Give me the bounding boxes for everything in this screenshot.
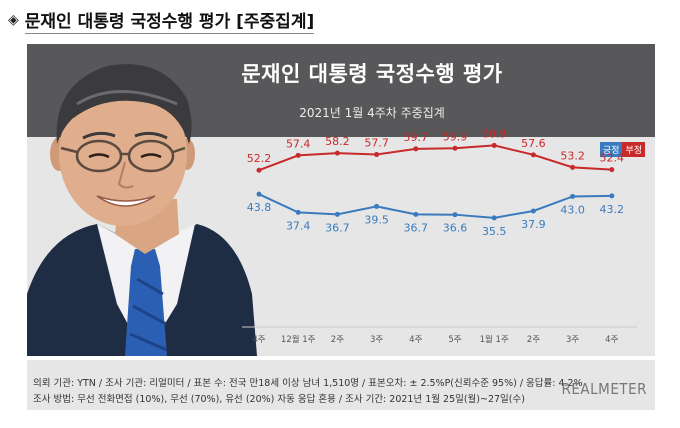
brand-logo: REALMETER [561,380,647,398]
data-label: 53.2 [560,149,585,162]
data-label: 58.2 [325,135,350,148]
x-tick-label: 12월 1주 [281,334,316,345]
portrait-tie [125,249,167,356]
x-tick-label: 1월 1주 [480,334,509,345]
data-point [570,193,576,199]
x-tick-label: 2주 [331,335,344,345]
data-point [530,208,536,214]
data-point [295,209,301,215]
diamond-bullet-icon: ◈ [8,12,19,28]
data-label: 36.6 [443,222,468,235]
data-point [334,150,340,156]
data-label: 35.5 [482,225,507,238]
data-label: 43.8 [247,201,272,214]
x-tick-label: 5주 [448,335,461,345]
series-line-negative [258,144,612,172]
portrait-hair [56,64,192,144]
legend-positive: 긍정 [599,142,623,157]
data-label: 57.4 [286,137,311,150]
data-point [491,142,497,148]
page-heading: ◈ 문재인 대통령 국정수행 평가 [주중집계] [8,6,315,34]
x-tick-label: 4주 [605,335,618,345]
data-point [413,146,419,152]
x-tick-label: 4주 [252,335,265,345]
footer: 의뢰 기관: YTN / 조사 기관: 리얼미터 / 표본 수: 전국 만18세… [27,360,655,410]
data-point [256,191,262,197]
data-point [491,215,497,221]
data-point [530,152,536,158]
data-label: 36.7 [404,221,429,234]
chart-subtitle: 2021년 1월 4주차 주중집계 [299,106,445,120]
data-label: 52.4 [600,152,625,165]
data-label: 60.9 [482,127,507,140]
x-tick-label: 3주 [370,335,383,345]
data-point [256,167,262,173]
x-tick-label: 3주 [566,335,579,345]
survey-info-line-1: 의뢰 기관: YTN / 조사 기관: 리얼미터 / 표본 수: 전국 만18세… [33,378,583,389]
data-point [609,167,615,173]
president-portrait [27,64,257,356]
survey-info-line-2: 조사 방법: 무선 전화면접 (10%), 무선 (70%), 유선 (20%)… [33,394,525,405]
data-label: 37.4 [286,219,311,232]
data-point [452,145,458,151]
data-point [609,193,615,199]
data-point [295,152,301,158]
x-tick-label: 4주 [409,335,422,345]
x-tick-label: 2주 [527,335,540,345]
data-label: 59.9 [443,130,468,143]
data-label: 43.2 [600,203,625,216]
chart-legend: 긍정 부정 [599,142,645,157]
data-label: 52.2 [247,152,272,165]
data-point [374,203,380,209]
data-point [374,152,380,158]
series-line-positive [258,193,612,219]
data-label: 37.9 [521,218,546,231]
data-label: 39.5 [364,213,389,226]
data-point [570,164,576,170]
data-label: 36.7 [325,221,350,234]
chart-title: 문재인 대통령 국정수행 평가 [241,62,503,86]
legend-negative: 부정 [622,142,645,157]
line-chart: 43.8 37.4 36.7 39.5 36.7 36.6 35.5 37.9 43.0 43.2… [242,127,637,345]
data-point [334,211,340,217]
data-label: 43.0 [560,203,585,216]
data-label: 57.7 [364,137,389,150]
data-label: 59.7 [404,131,429,144]
data-label: 57.6 [521,137,546,150]
page-title: 문재인 대통령 국정수행 평가 [주중집계] [24,7,315,34]
data-point [413,211,419,217]
chart-panel: 문재인 대통령 국정수행 평가 2021년 1월 4주차 주중집계 긍정 부정 … [27,44,655,356]
data-point [452,212,458,218]
